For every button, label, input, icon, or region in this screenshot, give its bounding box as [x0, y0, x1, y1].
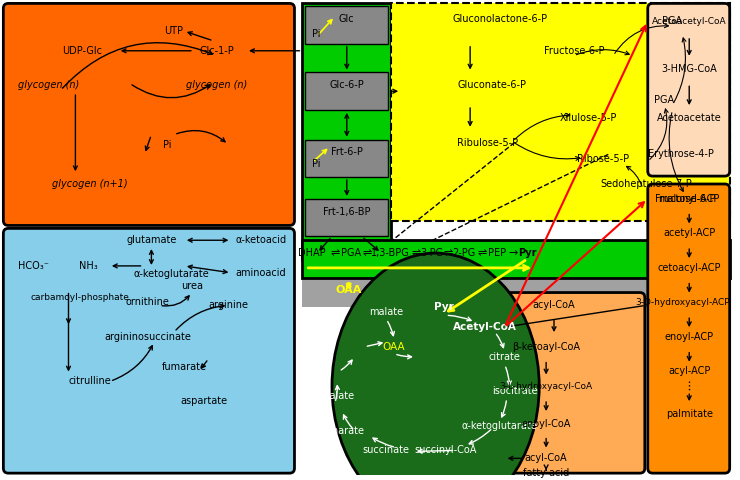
Text: Pi: Pi	[312, 159, 320, 169]
Text: aspartate: aspartate	[180, 396, 227, 406]
FancyBboxPatch shape	[303, 3, 391, 260]
Text: Glc-1-P: Glc-1-P	[199, 46, 234, 56]
Text: Acetyl-CoA: Acetyl-CoA	[453, 322, 517, 332]
Text: fatty acid: fatty acid	[523, 468, 569, 478]
Text: acyl-CoA: acyl-CoA	[533, 300, 575, 311]
FancyBboxPatch shape	[306, 6, 389, 44]
Text: Ribulose-5-P: Ribulose-5-P	[457, 138, 519, 147]
Text: α-ketoglutarate: α-ketoglutarate	[133, 269, 209, 279]
Polygon shape	[303, 278, 730, 307]
Text: cetoacyl-ACP: cetoacyl-ACP	[657, 263, 721, 273]
Text: 3-L-hydroxyacyl-CoA: 3-L-hydroxyacyl-CoA	[500, 382, 593, 391]
Text: glutamate: glutamate	[127, 235, 177, 245]
Text: aminoacid: aminoacid	[235, 268, 286, 278]
Text: isocitrate: isocitrate	[492, 386, 537, 396]
Text: succinyl-CoA: succinyl-CoA	[414, 445, 477, 456]
Text: palmitate: palmitate	[666, 409, 713, 419]
Text: Gluconate-6-P: Gluconate-6-P	[457, 80, 526, 90]
Text: PGA: PGA	[654, 95, 675, 105]
Text: fumarate: fumarate	[320, 426, 364, 436]
FancyBboxPatch shape	[303, 278, 730, 307]
Text: Erythrose-4-P: Erythrose-4-P	[648, 149, 714, 159]
Text: Gluconolactone-6-P: Gluconolactone-6-P	[452, 14, 548, 24]
Text: Glc-6-P: Glc-6-P	[329, 80, 364, 90]
Text: glycogen (n): glycogen (n)	[186, 80, 247, 90]
FancyBboxPatch shape	[495, 292, 645, 473]
FancyBboxPatch shape	[648, 3, 730, 176]
FancyBboxPatch shape	[306, 140, 389, 177]
Text: Acetoacetate: Acetoacetate	[657, 113, 722, 123]
Text: ⇌: ⇌	[363, 248, 372, 258]
Text: ⇌: ⇌	[444, 248, 453, 258]
Text: acyl-ACP: acyl-ACP	[668, 367, 710, 376]
Text: 3-PG: 3-PG	[420, 248, 443, 258]
Text: Frt-6-P: Frt-6-P	[331, 147, 363, 157]
FancyBboxPatch shape	[4, 228, 295, 473]
Text: malonyl-ACP: malonyl-ACP	[659, 194, 720, 204]
Text: α-ketoacid: α-ketoacid	[235, 235, 286, 245]
Text: HCO₃⁻: HCO₃⁻	[18, 261, 48, 271]
Text: →: →	[508, 248, 517, 258]
Text: carbamoyl-phosphate: carbamoyl-phosphate	[31, 293, 130, 302]
Text: OAA: OAA	[335, 285, 362, 295]
Text: citrulline: citrulline	[69, 376, 112, 386]
Text: DHAP: DHAP	[298, 248, 326, 258]
Text: Sedoheptulose-7-P: Sedoheptulose-7-P	[600, 179, 692, 189]
Text: 2-PG: 2-PG	[453, 248, 476, 258]
Text: Pyr: Pyr	[434, 302, 454, 312]
Text: enoyl-CoA: enoyl-CoA	[522, 419, 571, 429]
Text: enoyl-ACP: enoyl-ACP	[665, 332, 714, 342]
Text: argininosuccinate: argininosuccinate	[104, 332, 191, 342]
FancyBboxPatch shape	[648, 184, 730, 473]
Text: Ribose-5-P: Ribose-5-P	[577, 155, 630, 164]
Text: glycogen (n): glycogen (n)	[18, 80, 79, 90]
Text: Glc: Glc	[339, 14, 354, 24]
Text: β-ketoayl-CoA: β-ketoayl-CoA	[512, 342, 580, 352]
Text: Xilulose-5-P: Xilulose-5-P	[560, 113, 617, 123]
Text: ⇌: ⇌	[477, 248, 487, 258]
Text: urea: urea	[181, 281, 203, 290]
FancyBboxPatch shape	[303, 240, 730, 278]
Text: 3-HMG-CoA: 3-HMG-CoA	[662, 63, 717, 73]
Text: Acetoacetyl-CoA: Acetoacetyl-CoA	[652, 17, 727, 25]
Text: Pyr: Pyr	[518, 248, 536, 258]
Text: OAA: OAA	[383, 342, 406, 352]
Text: acyl-CoA: acyl-CoA	[525, 453, 568, 463]
Text: α-ketoglutarate: α-ketoglutarate	[462, 421, 538, 431]
Text: succinate: succinate	[363, 445, 410, 456]
Text: ⇌: ⇌	[330, 248, 340, 258]
Text: malate: malate	[320, 391, 354, 401]
FancyBboxPatch shape	[391, 3, 730, 220]
Text: Fructose-6-P: Fructose-6-P	[655, 194, 716, 204]
Text: NH₃: NH₃	[79, 261, 98, 271]
Text: 1,3-BPG: 1,3-BPG	[371, 248, 409, 258]
Text: citrate: citrate	[488, 352, 521, 362]
Text: 3-D-hydroxyacyl-ACP: 3-D-hydroxyacyl-ACP	[635, 298, 730, 307]
Text: Pi: Pi	[312, 29, 320, 39]
Text: fumarate: fumarate	[161, 361, 206, 372]
Text: arginine: arginine	[209, 300, 249, 311]
Text: PGA: PGA	[340, 248, 361, 258]
Text: malate: malate	[369, 307, 403, 317]
FancyBboxPatch shape	[306, 199, 389, 236]
Text: PEP: PEP	[488, 248, 506, 258]
Text: UTP: UTP	[164, 26, 184, 36]
FancyBboxPatch shape	[4, 3, 295, 226]
Text: Fructose-6-P: Fructose-6-P	[545, 46, 605, 56]
Text: PGA: PGA	[662, 16, 682, 26]
Text: acetyl-ACP: acetyl-ACP	[663, 228, 716, 239]
Ellipse shape	[332, 253, 539, 480]
Text: UDP-Glc: UDP-Glc	[62, 46, 102, 56]
Text: glycogen (n+1): glycogen (n+1)	[53, 179, 128, 189]
Text: ornithine: ornithine	[126, 298, 169, 307]
Text: Pi: Pi	[163, 140, 172, 150]
Text: Frt-1,6-BP: Frt-1,6-BP	[323, 206, 371, 216]
FancyBboxPatch shape	[306, 72, 389, 110]
Text: ⇌: ⇌	[411, 248, 420, 258]
